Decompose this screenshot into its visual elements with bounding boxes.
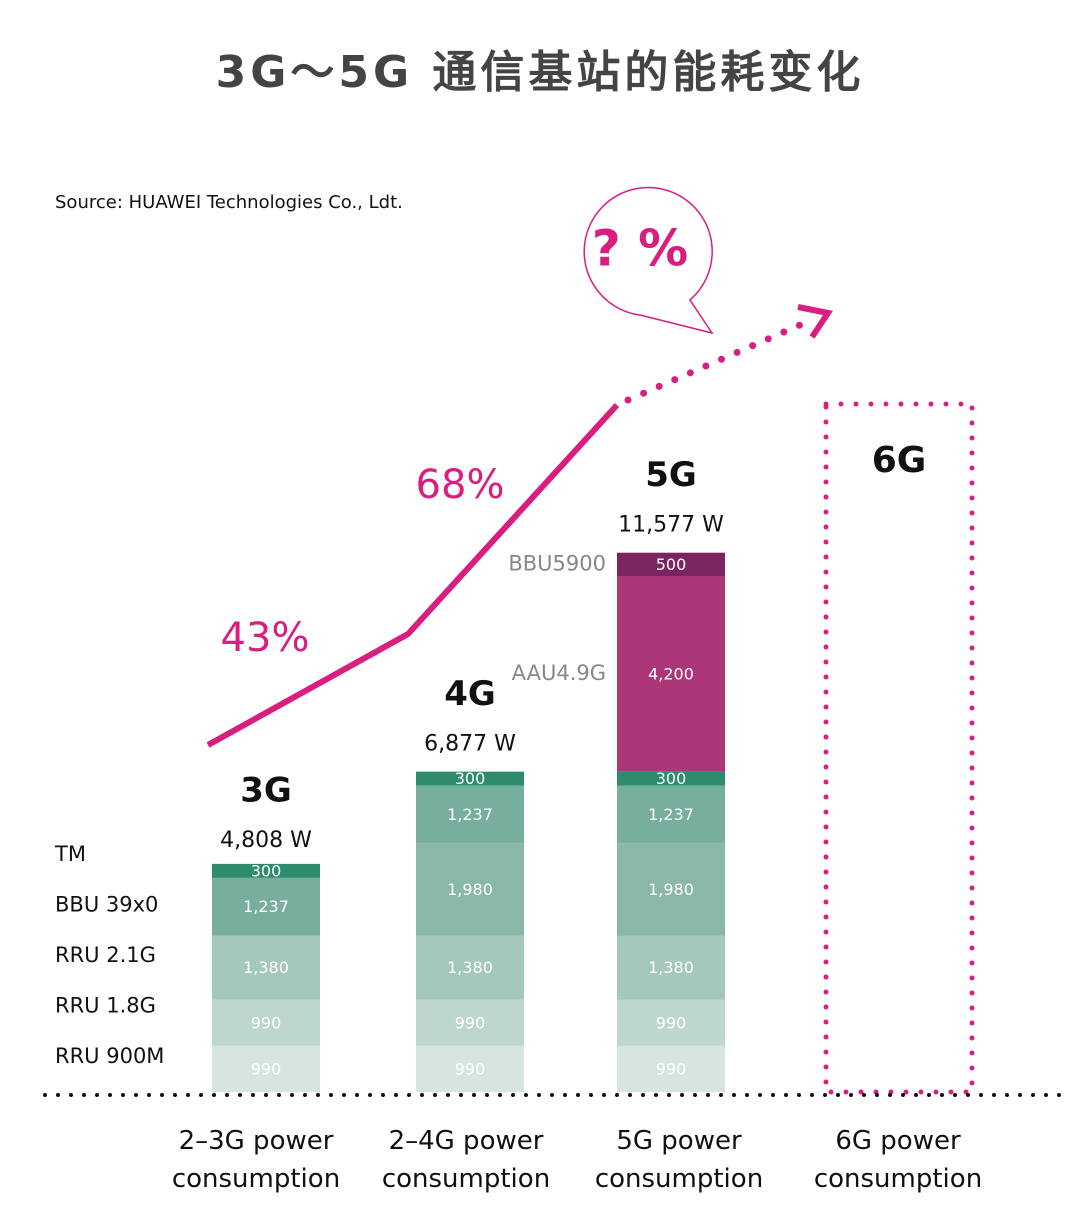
bar-segment	[212, 999, 320, 1046]
trend-dotted	[624, 321, 804, 404]
annotation: 68%	[416, 462, 505, 508]
value-label: 300	[455, 769, 486, 788]
series-label: BBU5900	[508, 551, 606, 575]
total-label: 11,577 W	[618, 513, 724, 538]
bar-segment	[416, 843, 524, 936]
value-label: 1,980	[648, 880, 694, 899]
x-tick-label: 2–3G power consumption	[171, 1126, 341, 1194]
generation-label: 6G	[872, 440, 927, 481]
value-label: 1,980	[447, 880, 493, 899]
value-label: 990	[251, 1013, 282, 1032]
annotation: 43%	[221, 615, 310, 661]
future-box	[823, 401, 975, 1095]
value-label: 990	[251, 1059, 282, 1078]
value-label: 1,380	[648, 958, 694, 977]
total-label: 4,808 W	[220, 828, 312, 853]
value-label: 300	[251, 861, 282, 880]
value-label: 990	[656, 1013, 687, 1032]
bar-segment	[617, 843, 725, 936]
generation-label: 3G	[240, 771, 292, 811]
series-label: RRU 900M	[55, 1044, 164, 1068]
value-label: 990	[656, 1059, 687, 1078]
series-label: RRU 1.8G	[55, 994, 156, 1018]
value-label: 1,380	[243, 958, 289, 977]
bar-segment	[212, 877, 320, 936]
bar-segment	[617, 575, 725, 772]
bar-segment	[416, 1045, 524, 1092]
value-label: 1,237	[447, 805, 493, 824]
arrow-head	[797, 304, 833, 339]
value-label: 300	[656, 769, 687, 788]
value-label: 990	[455, 1013, 486, 1032]
bar-segment	[617, 935, 725, 1000]
bar-segment	[416, 935, 524, 1000]
bar-segment	[617, 1045, 725, 1092]
value-label: 4,200	[648, 664, 694, 683]
value-label: 990	[455, 1059, 486, 1078]
value-label: 1,237	[648, 805, 694, 824]
bar-segment	[416, 999, 524, 1046]
bar-segment	[212, 863, 320, 878]
x-tick-label: 6G power consumption	[813, 1126, 983, 1194]
bar-segment	[416, 771, 524, 786]
bar-segment	[212, 1045, 320, 1092]
bar-segment	[617, 785, 725, 844]
annotation: ? %	[592, 220, 689, 278]
chart-title: 3G～5G 通信基站的能耗变化	[216, 47, 865, 98]
generation-label: 5G	[645, 455, 697, 495]
source: Source: HUAWEI Technologies Co., Ldt.	[55, 192, 403, 213]
series-label: TM	[54, 842, 86, 866]
trend-line	[206, 402, 620, 748]
x-tick-label: 2–4G power consumption	[381, 1126, 551, 1194]
bar-segment	[617, 552, 725, 576]
value-label: 1,237	[243, 897, 289, 916]
value-label: 500	[656, 555, 687, 574]
bar-segment	[617, 999, 725, 1046]
value-label: 1,380	[447, 958, 493, 977]
x-tick-label: 5G power consumption	[594, 1126, 764, 1194]
series-label: RRU 2.1G	[55, 943, 156, 967]
bar-segment	[212, 935, 320, 1000]
speech-bubble	[583, 186, 714, 335]
bar-segment	[416, 785, 524, 844]
generation-label: 4G	[444, 674, 496, 714]
series-label: BBU 39x0	[55, 893, 158, 917]
total-label: 6,877 W	[424, 732, 516, 757]
series-label: AAU4.9G	[512, 661, 606, 685]
bar-segment	[617, 771, 725, 786]
